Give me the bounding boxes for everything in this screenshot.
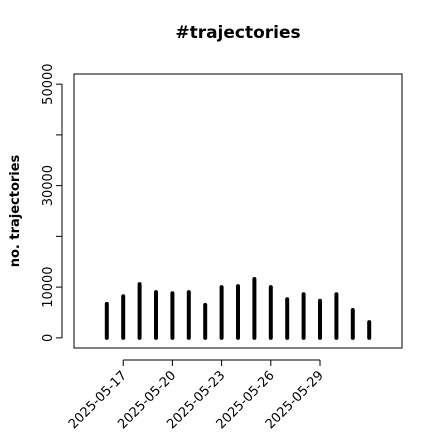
- y-tick-label: 30000: [41, 165, 56, 206]
- plot-frame: [73, 73, 403, 349]
- y-tick-label: 10000: [41, 266, 56, 307]
- y-tick-label: 50000: [41, 63, 56, 104]
- y-axis-label: no. trajectories: [8, 154, 23, 267]
- y-tick-label: 0: [41, 334, 56, 342]
- chart-title: #trajectories: [175, 23, 300, 43]
